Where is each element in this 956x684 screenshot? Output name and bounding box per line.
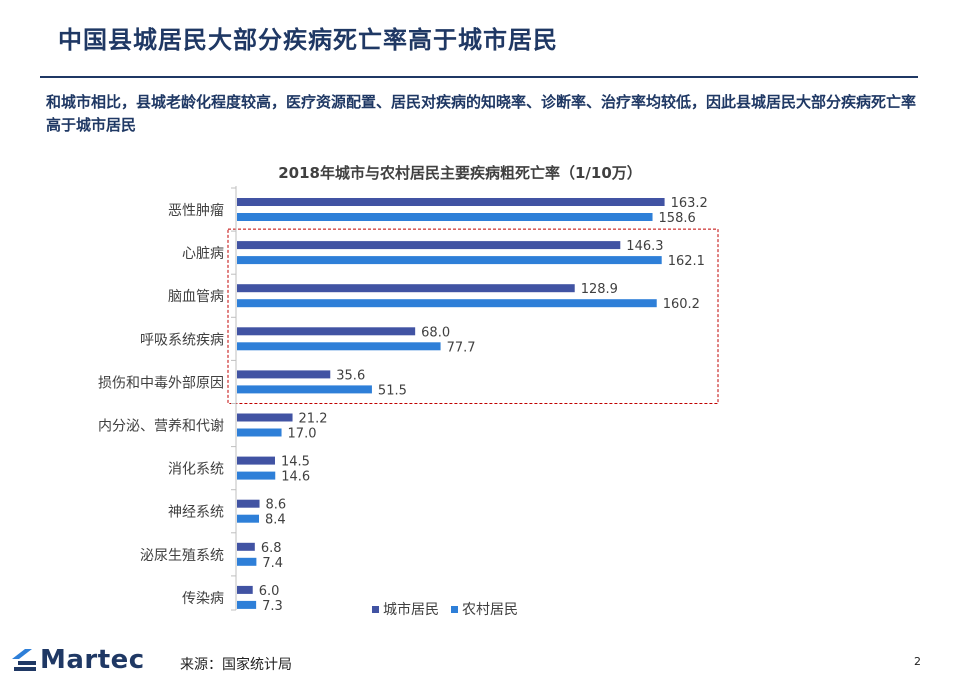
legend-item-urban: 城市居民 xyxy=(372,599,439,619)
bar-urban xyxy=(237,499,260,508)
page-title: 中国县城居民大部分疾病死亡率高于城市居民 xyxy=(58,26,558,54)
data-label-urban: 21.2 xyxy=(299,412,328,427)
data-label-urban: 128.9 xyxy=(581,282,618,297)
data-label-urban: 146.3 xyxy=(626,239,663,254)
source-note: 来源：国家统计局 xyxy=(180,657,292,673)
category-label: 恶性肿瘤 xyxy=(168,202,224,219)
category-label: 心脏病 xyxy=(182,246,224,262)
data-label-rural: 51.5 xyxy=(378,383,407,398)
highlight-box xyxy=(227,228,719,404)
data-label-urban: 35.6 xyxy=(336,368,365,383)
title-divider xyxy=(40,76,918,78)
bar-rural xyxy=(237,342,441,351)
bar-rural xyxy=(237,557,257,566)
legend-item-rural: 农村居民 xyxy=(451,599,518,619)
bar-urban xyxy=(237,198,665,206)
data-label-urban: 6.8 xyxy=(261,541,282,556)
category-label: 消化系统 xyxy=(168,462,224,478)
chart-title: 2018年城市与农村居民主要疾病粗死亡率（1/10万） xyxy=(278,164,642,182)
bar-urban xyxy=(237,284,575,293)
data-label-rural: 77.7 xyxy=(447,340,476,355)
category-label: 传染病 xyxy=(182,591,224,607)
bar-rural xyxy=(237,428,282,437)
category-label: 内分泌、营养和代谢 xyxy=(98,419,224,435)
bar-rural xyxy=(237,256,662,265)
bar-urban xyxy=(237,413,293,422)
bar-urban xyxy=(237,585,253,594)
data-label-rural: 8.4 xyxy=(265,513,286,528)
data-label-rural: 7.4 xyxy=(262,556,283,571)
martec-logo: Martec xyxy=(12,645,145,675)
legend-swatch-rural xyxy=(451,605,458,613)
page-subtitle: 和城市相比，县城老龄化程度较高，医疗资源配置、居民对疾病的知晓率、诊断率、治疗率… xyxy=(46,93,917,134)
page-number: 2 xyxy=(914,655,921,668)
bar-urban xyxy=(237,327,416,336)
data-label-rural: 17.0 xyxy=(288,427,317,442)
bar-urban xyxy=(237,456,275,465)
legend-swatch-urban xyxy=(372,605,379,613)
data-label-rural: 158.6 xyxy=(659,211,696,226)
bar-urban xyxy=(237,370,331,379)
data-label-urban: 68.0 xyxy=(421,325,450,340)
data-label-rural: 160.2 xyxy=(663,297,700,312)
bar-rural xyxy=(237,213,653,221)
logo-mark-icon xyxy=(12,649,36,671)
bar-urban xyxy=(237,241,621,250)
legend-label-rural: 农村居民 xyxy=(462,602,518,618)
data-label-rural: 7.3 xyxy=(262,599,283,614)
bar-rural xyxy=(237,299,657,308)
category-label: 神经系统 xyxy=(168,505,224,521)
data-label-urban: 8.6 xyxy=(266,498,287,513)
category-label: 呼吸系统疾病 xyxy=(140,332,224,348)
chart-legend: 城市居民 农村居民 xyxy=(372,599,518,619)
logo-text: Martec xyxy=(40,645,145,675)
bar-urban xyxy=(237,542,255,551)
bar-rural xyxy=(237,385,372,394)
data-label-urban: 14.5 xyxy=(281,455,310,470)
data-label-rural: 162.1 xyxy=(668,254,705,269)
legend-label-urban: 城市居民 xyxy=(383,602,439,618)
category-label: 损伤和中毒外部原因 xyxy=(98,375,224,391)
data-label-rural: 14.6 xyxy=(281,470,310,485)
bar-rural xyxy=(237,600,257,609)
bar-rural xyxy=(237,471,276,480)
category-label: 脑血管病 xyxy=(168,289,224,305)
data-label-urban: 163.2 xyxy=(671,196,708,211)
category-label: 泌尿生殖系统 xyxy=(140,547,224,564)
data-label-urban: 6.0 xyxy=(259,584,280,599)
bar-rural xyxy=(237,514,260,523)
